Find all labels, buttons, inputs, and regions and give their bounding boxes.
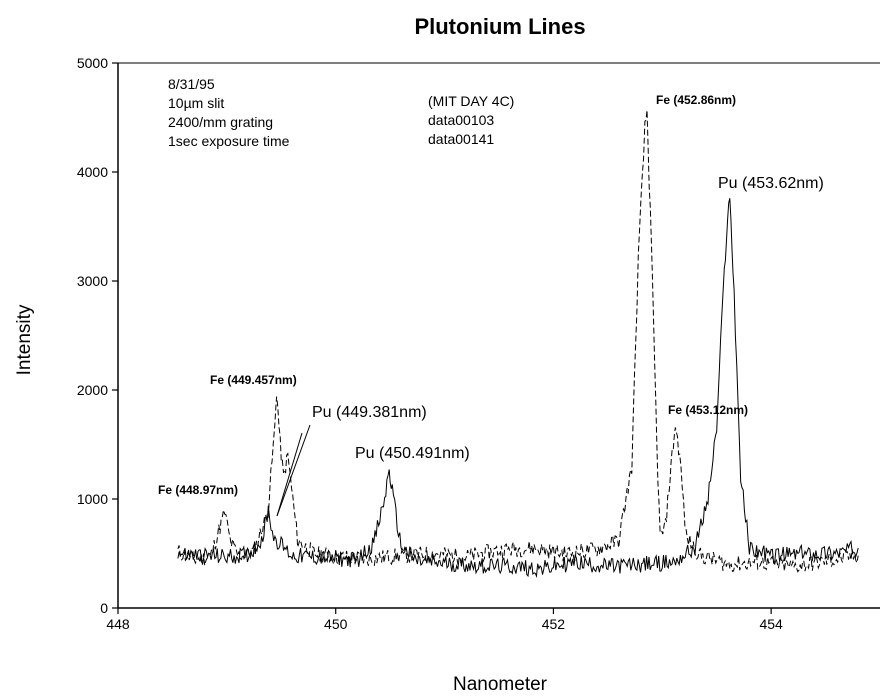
info-center-line: (MIT DAY 4C) [428,93,514,109]
peak-annotation-label: Pu (449.381nm) [312,404,427,421]
info-block-center: (MIT DAY 4C) data00103 data00141 [428,93,514,147]
peak-annotations: Fe (448.97nm) Fe (449.457nm) Pu (449.381nm… [158,93,824,517]
annotation-arrow-line [276,432,303,517]
x-tick-label: 454 [759,616,783,632]
plot-frame [117,62,880,609]
x-tick-label: 452 [542,616,566,632]
y-tick-label: 4000 [77,164,108,180]
peak-annotation-label: Fe (453.12nm) [668,403,748,417]
peak-annotation-label: Pu (453.62nm) [718,175,824,192]
info-center-line: data00141 [428,131,494,147]
peak-annotation-label: Fe (449.457nm) [210,373,297,387]
x-tick-label: 448 [106,616,130,632]
info-left-line: 2400/mm grating [168,114,273,130]
series-dashed-line [177,109,859,573]
info-left-line: 1sec exposure time [168,133,290,149]
peak-annotation-label: Pu (450.491nm) [355,445,470,462]
y-tick-label: 2000 [77,382,108,398]
x-tick-label: 450 [324,616,348,632]
y-axis-ticks: 0 1000 2000 3000 4000 5000 [77,55,118,616]
x-axis-ticks: 448 450 452 454 [106,608,783,632]
y-axis-label: Intensity [14,304,35,375]
peak-annotation-label: Fe (452.86nm) [656,93,736,107]
info-block-left: 8/31/95 10µm slit 2400/mm grating 1sec expo… [168,76,290,149]
chart-title: Plutonium Lines [414,14,585,39]
y-tick-label: 0 [100,600,108,616]
info-left-line: 10µm slit [168,95,224,111]
y-tick-label: 5000 [77,55,108,71]
info-left-line: 8/31/95 [168,76,215,92]
y-tick-label: 1000 [77,491,108,507]
peak-annotation-label: Fe (448.97nm) [158,483,238,497]
series-solid-line [177,198,859,579]
series-layer [177,109,859,579]
annotation-arrow-line [276,424,311,517]
x-axis-label: Nanometer [453,674,548,695]
y-tick-label: 3000 [77,273,108,289]
info-center-line: data00103 [428,112,494,128]
